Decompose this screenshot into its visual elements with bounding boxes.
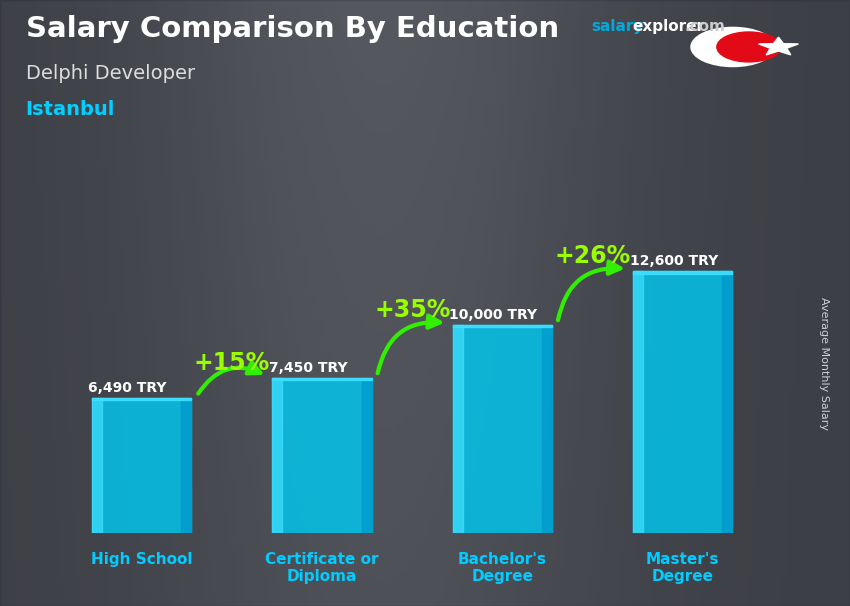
Text: .com: .com: [684, 19, 725, 35]
Text: Delphi Developer: Delphi Developer: [26, 64, 195, 82]
Text: Salary Comparison By Education: Salary Comparison By Education: [26, 15, 558, 43]
Text: +15%: +15%: [194, 351, 270, 375]
Bar: [273, 378, 371, 533]
Bar: [362, 378, 371, 533]
Bar: [722, 271, 733, 533]
Circle shape: [717, 32, 781, 62]
Circle shape: [691, 27, 775, 67]
Text: +26%: +26%: [554, 244, 631, 268]
Text: Istanbul: Istanbul: [26, 100, 115, 119]
Bar: [633, 271, 733, 274]
Text: 6,490 TRY: 6,490 TRY: [88, 381, 167, 395]
Bar: [273, 378, 282, 533]
Bar: [633, 271, 643, 533]
FancyArrowPatch shape: [558, 262, 620, 320]
Text: salary: salary: [591, 19, 643, 35]
Text: Certificate or
Diploma: Certificate or Diploma: [265, 552, 379, 584]
Polygon shape: [758, 37, 798, 55]
Text: High School: High School: [91, 552, 192, 567]
Bar: [542, 325, 552, 533]
FancyArrowPatch shape: [198, 362, 260, 394]
Bar: [273, 378, 371, 380]
Bar: [453, 325, 552, 533]
Bar: [453, 325, 552, 327]
Text: 10,000 TRY: 10,000 TRY: [450, 308, 537, 322]
Text: Average Monthly Salary: Average Monthly Salary: [819, 297, 829, 430]
Bar: [92, 398, 102, 533]
Bar: [92, 398, 191, 400]
Text: +35%: +35%: [374, 298, 450, 322]
FancyArrowPatch shape: [377, 316, 440, 373]
Text: 12,600 TRY: 12,600 TRY: [630, 254, 718, 268]
Bar: [92, 398, 191, 533]
Text: 7,450 TRY: 7,450 TRY: [269, 361, 348, 375]
Text: Bachelor's
Degree: Bachelor's Degree: [458, 552, 547, 584]
Text: explorer: explorer: [632, 19, 705, 35]
Bar: [633, 271, 733, 533]
Bar: [453, 325, 462, 533]
Text: Master's
Degree: Master's Degree: [646, 552, 720, 584]
Bar: [181, 398, 191, 533]
